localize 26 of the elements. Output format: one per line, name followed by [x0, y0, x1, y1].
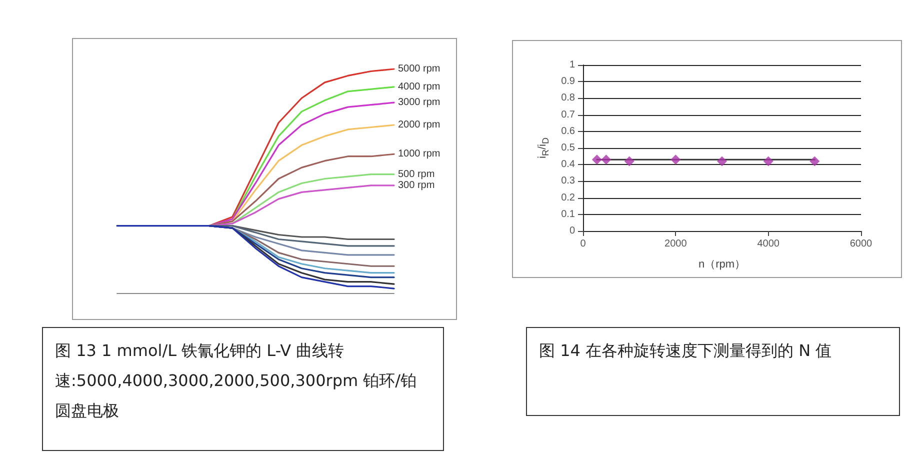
y-tick-label: 0.3 — [561, 176, 576, 187]
y-tick-label: 0.8 — [561, 92, 576, 104]
y-tick-label: 0.1 — [561, 208, 576, 220]
x-tick-label: 2000 — [664, 238, 688, 250]
x-tick-label: 4000 — [757, 238, 780, 250]
y-tick-label: 0.4 — [561, 159, 576, 170]
y-tick-label: 0.5 — [561, 142, 576, 154]
series-label: 500 rpm — [398, 168, 435, 180]
y-tick-label: 0 — [569, 226, 576, 236]
series-label: 300 rpm — [398, 180, 435, 191]
y-tick-label: 1 — [569, 60, 576, 70]
caption: 图 13 1 mmol/L 铁氰化钾的 L-V 曲线转速:5000,4000,3000,2000,500,300rpm 铂环/铂圆盘电极 — [42, 327, 444, 451]
y-tick-label: 0.7 — [561, 109, 576, 120]
y-axis-title: iR/iD — [536, 137, 551, 158]
y-tick-label: 0.2 — [561, 192, 576, 204]
series-label: 5000 rpm — [398, 64, 440, 74]
series-label: 1000 rpm — [398, 148, 440, 160]
x-tick-label: 0 — [580, 238, 586, 250]
caption: 图 14 在各种旋转速度下测量得到的 N 值 — [526, 327, 900, 416]
x-tick-label: 6000 — [850, 238, 873, 250]
series-label: 4000 rpm — [398, 81, 440, 92]
series-label: 3000 rpm — [398, 97, 440, 108]
series-label: 2000 rpm — [398, 120, 440, 130]
y-tick-label: 0.9 — [561, 76, 576, 88]
x-axis-title: n（rpm） — [698, 258, 746, 270]
y-tick-label: 0.6 — [561, 126, 576, 137]
